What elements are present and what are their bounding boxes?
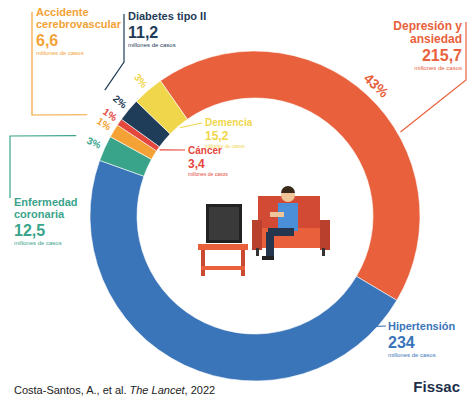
source-part: The Lancet bbox=[130, 384, 186, 396]
unit-label: millones de casos bbox=[14, 240, 62, 246]
leader-lines bbox=[10, 12, 466, 327]
slice bbox=[160, 51, 420, 300]
percent-label: 3% bbox=[132, 72, 150, 90]
value-label: 215,7 bbox=[422, 47, 462, 64]
value-label: 3,4 bbox=[188, 157, 205, 171]
sofa-leg bbox=[256, 248, 259, 256]
percent-label: 2% bbox=[111, 93, 129, 111]
sofa-seat bbox=[254, 228, 326, 248]
person-shoe bbox=[262, 256, 274, 260]
person-hair bbox=[281, 186, 295, 193]
illustration bbox=[198, 186, 330, 276]
source-part: , 2022 bbox=[185, 384, 216, 396]
percent-label: 1% bbox=[101, 106, 119, 123]
unit-label: millones de casos bbox=[128, 42, 176, 48]
chart-svg: Depresión yansiedad215,7millones de caso… bbox=[0, 0, 474, 399]
category-label-line: Diabetes tipo II bbox=[128, 10, 206, 22]
person-shin bbox=[266, 232, 274, 258]
source: Costa-Santos, A., et al.The Lancet, 2022 bbox=[14, 384, 215, 396]
value-label: 11,2 bbox=[128, 24, 158, 41]
sofa-arm bbox=[252, 220, 262, 250]
category-label-line: Hipertensión bbox=[388, 320, 456, 332]
logo: Fissac bbox=[413, 378, 460, 395]
value-label: 15,2 bbox=[205, 129, 229, 143]
leader-line bbox=[160, 149, 185, 150]
labels: Depresión yansiedad215,7millones de caso… bbox=[14, 6, 462, 358]
category-label-line: Depresión y bbox=[393, 19, 462, 33]
category-label-line: Accidente bbox=[36, 6, 89, 18]
tv-stand bbox=[198, 244, 248, 250]
tv bbox=[206, 204, 242, 243]
sofa-arm bbox=[320, 220, 330, 250]
category-label-line: cerebrovascular bbox=[36, 18, 122, 30]
slice bbox=[136, 81, 187, 134]
value-label: 6,6 bbox=[36, 32, 58, 49]
sofa-leg bbox=[322, 248, 325, 256]
leader-line bbox=[180, 123, 202, 128]
value-label: 12,5 bbox=[14, 222, 45, 239]
value-label: 234 bbox=[388, 334, 415, 351]
person-arm bbox=[270, 212, 284, 217]
category-label: Hipertensión bbox=[388, 320, 456, 332]
percent-labels: 43%3%1%1%2%3% bbox=[85, 70, 392, 151]
leader-line bbox=[371, 325, 386, 327]
unit-label: millones de casos bbox=[188, 171, 228, 177]
slice bbox=[90, 160, 397, 381]
percent-label: 43% bbox=[361, 70, 393, 101]
tv-stand-leg bbox=[241, 250, 245, 276]
category-label-line: Enfermedad bbox=[14, 196, 78, 208]
category-label: Diabetes tipo II bbox=[128, 10, 206, 22]
tv-stand-leg bbox=[201, 250, 205, 276]
leader-line bbox=[10, 136, 76, 198]
unit-label: millones de casos bbox=[36, 50, 84, 56]
tv-screen bbox=[209, 207, 239, 240]
category-label: Accidentecerebrovascular bbox=[36, 6, 122, 30]
category-label: Enfermedadcoronaria bbox=[14, 196, 78, 220]
tv-stand-shelf bbox=[201, 266, 245, 270]
chart-container: Depresión yansiedad215,7millones de caso… bbox=[0, 0, 474, 399]
category-label: Demencia bbox=[205, 117, 253, 128]
unit-label: millones de casos bbox=[414, 65, 462, 71]
percent-label: 3% bbox=[85, 135, 103, 151]
source-part: Costa-Santos, A., et al. bbox=[14, 384, 127, 396]
category-label-line: ansiedad bbox=[410, 32, 462, 46]
unit-label: millones de casos bbox=[205, 143, 245, 149]
unit-label: millones de casos bbox=[388, 352, 436, 358]
slices bbox=[90, 51, 420, 381]
category-label: Depresión yansiedad bbox=[393, 19, 462, 46]
leader-line bbox=[400, 22, 466, 132]
category-label-line: Demencia bbox=[205, 117, 253, 128]
category-label-line: coronaria bbox=[14, 208, 65, 220]
